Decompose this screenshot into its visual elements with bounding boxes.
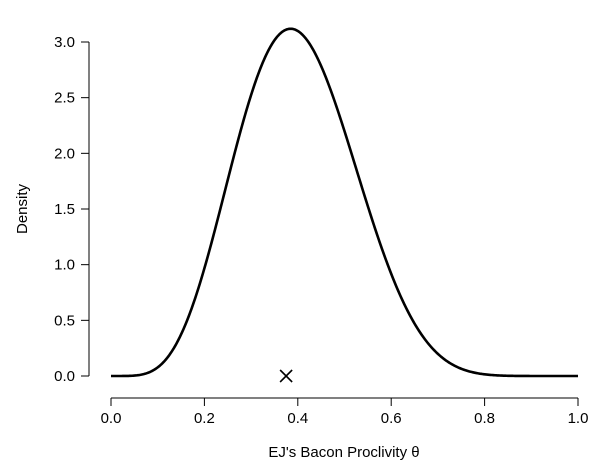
x-tick-label: 0.6 — [381, 410, 402, 427]
x-tick-label: 0.4 — [287, 410, 308, 427]
observed-marker — [279, 369, 293, 383]
x-axis: 0.0 0.2 0.4 0.6 0.8 1.0 — [101, 397, 589, 427]
x-axis-label: EJ's Bacon Proclivity θ — [268, 444, 419, 461]
y-tick-label: 0.0 — [54, 368, 75, 385]
x-tick-label: 0.2 — [194, 410, 215, 427]
y-tick-label: 1.5 — [54, 201, 75, 218]
y-tick-label: 2.5 — [54, 90, 75, 107]
marker-stroke — [279, 369, 293, 383]
y-tick-label: 3.0 — [54, 34, 75, 51]
x-tick-label: 0.8 — [474, 410, 495, 427]
density-curve — [110, 27, 579, 378]
y-axis: 0.0 0.5 1.0 1.5 2.0 2.5 3.0 — [54, 34, 90, 385]
x-tick-label: 1.0 — [568, 410, 589, 427]
y-tick-label: 1.0 — [54, 257, 75, 274]
x-tick-label: 0.0 — [101, 410, 122, 427]
y-tick-label: 0.5 — [54, 312, 75, 329]
y-tick-label: 2.0 — [54, 145, 75, 162]
y-axis-label: Density — [14, 183, 31, 234]
